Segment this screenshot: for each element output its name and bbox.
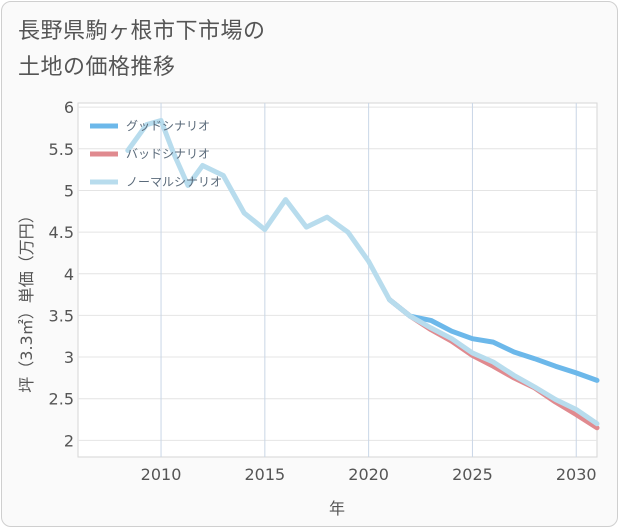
grid-lines xyxy=(78,103,597,457)
plot-area xyxy=(77,102,598,458)
y-tick-label: 6 xyxy=(64,98,74,117)
y-tick-label: 4 xyxy=(64,265,74,284)
x-tick-labels: 2010 2015 2020 2025 2030 xyxy=(141,465,597,484)
x-tick-label: 2030 xyxy=(556,465,597,484)
x-tick-label: 2020 xyxy=(348,465,389,484)
legend-label: グッドシナリオ xyxy=(126,119,210,133)
series-lines xyxy=(125,118,600,431)
x-axis-title: 年 xyxy=(329,499,345,518)
chart-title: 長野県駒ヶ根市下市場の 土地の価格推移 xyxy=(18,14,438,86)
series-line-0 xyxy=(386,297,600,383)
series-line-2 xyxy=(125,118,600,427)
x-tick-label: 2025 xyxy=(452,465,493,484)
legend-label: バッドシナリオ xyxy=(126,147,210,161)
x-tick-label: 2015 xyxy=(244,465,285,484)
y-tick-labels: 2 2.5 3 3.5 4 4.5 5 5.5 6 xyxy=(49,98,74,450)
y-tick-label: 2 xyxy=(64,431,74,450)
y-tick-label: 4.5 xyxy=(49,223,74,242)
y-tick-label: 3.5 xyxy=(49,306,74,325)
y-tick-label: 2.5 xyxy=(49,390,74,409)
y-tick-label: 5.5 xyxy=(49,140,74,159)
y-axis-title: 坪（3.3㎡）単価（万円） xyxy=(17,207,36,392)
legend-label: ノーマルシナリオ xyxy=(126,175,222,189)
chart-title-line-2: 土地の価格推移 xyxy=(18,55,176,80)
y-tick-label: 5 xyxy=(64,181,74,200)
chart-title-line-1: 長野県駒ヶ根市下市場の xyxy=(18,19,266,44)
y-tick-label: 3 xyxy=(64,348,74,367)
x-tick-label: 2010 xyxy=(141,465,182,484)
